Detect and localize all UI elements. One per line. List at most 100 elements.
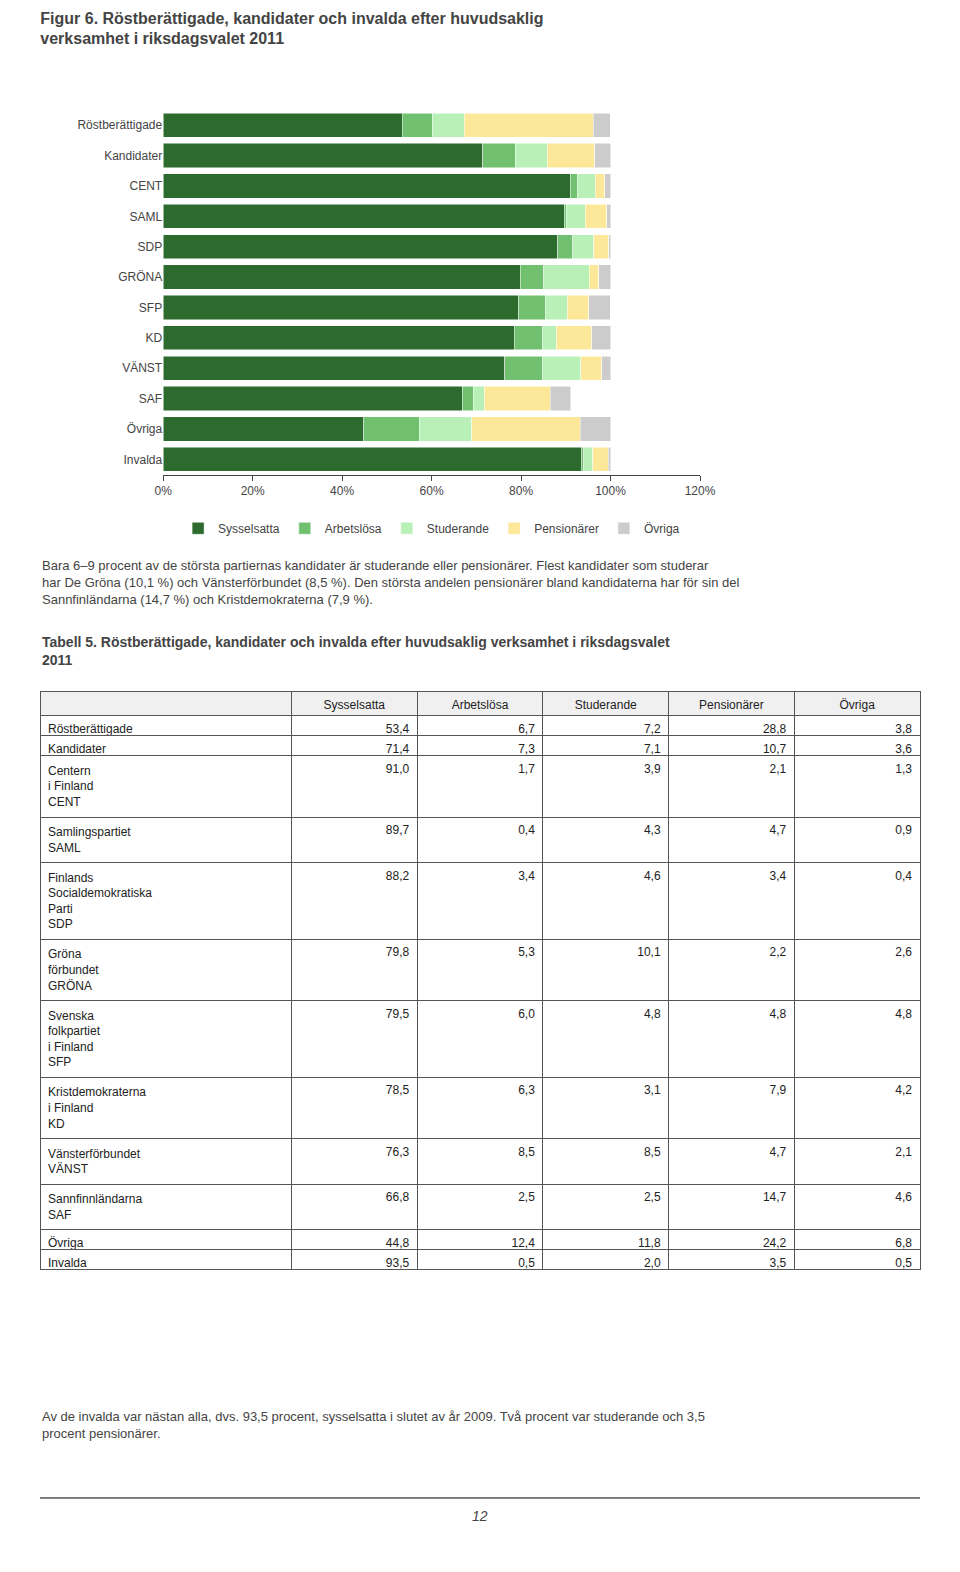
svg-text:2,1: 2,1 [895, 1145, 912, 1159]
svg-text:GRÖNA: GRÖNA [118, 270, 162, 284]
svg-text:Kristdemokraternai FinlandKD: Kristdemokraternai FinlandKD [48, 1085, 146, 1130]
svg-text:80%: 80% [509, 484, 533, 498]
svg-text:Arbetslösa: Arbetslösa [325, 522, 382, 536]
svg-text:Sysselsatta: Sysselsatta [324, 698, 386, 712]
svg-text:KD: KD [146, 331, 163, 345]
svg-text:10,7: 10,7 [763, 742, 787, 756]
svg-text:66,8: 66,8 [386, 1190, 410, 1204]
svg-text:GrönaförbundetGRÖNA: GrönaförbundetGRÖNA [48, 947, 99, 992]
svg-text:53,4: 53,4 [386, 722, 410, 736]
svg-text:89,7: 89,7 [386, 823, 410, 837]
svg-text:4,8: 4,8 [895, 1007, 912, 1021]
svg-text:Invalda: Invalda [48, 1256, 87, 1270]
svg-text:44,8: 44,8 [386, 1236, 410, 1250]
svg-text:Figur 6. Röstberättigade, kand: Figur 6. Röstberättigade, kandidater och… [40, 10, 543, 48]
svg-text:60%: 60% [420, 484, 444, 498]
svg-text:6,8: 6,8 [895, 1236, 912, 1250]
svg-text:71,4: 71,4 [386, 742, 410, 756]
svg-text:91,0: 91,0 [386, 762, 410, 776]
svg-text:4,8: 4,8 [644, 1007, 661, 1021]
svg-text:0,9: 0,9 [895, 823, 912, 837]
svg-text:4,2: 4,2 [895, 1083, 912, 1097]
svg-text:4,7: 4,7 [770, 823, 787, 837]
svg-text:3,9: 3,9 [644, 762, 661, 776]
svg-text:0,5: 0,5 [518, 1256, 535, 1270]
svg-text:0,4: 0,4 [895, 869, 912, 883]
svg-text:Invalda: Invalda [123, 453, 162, 467]
svg-text:CENT: CENT [130, 179, 163, 193]
svg-text:Övriga: Övriga [839, 698, 875, 712]
svg-text:Övriga: Övriga [48, 1236, 84, 1250]
svg-text:93,5: 93,5 [386, 1256, 410, 1270]
svg-text:Kandidater: Kandidater [48, 742, 106, 756]
svg-text:4,8: 4,8 [770, 1007, 787, 1021]
svg-text:7,3: 7,3 [518, 742, 535, 756]
svg-text:0,4: 0,4 [518, 823, 535, 837]
svg-text:1,7: 1,7 [518, 762, 535, 776]
svg-text:79,8: 79,8 [386, 945, 410, 959]
svg-text:2,0: 2,0 [644, 1256, 661, 1270]
svg-text:6,0: 6,0 [518, 1007, 535, 1021]
svg-text:SamlingspartietSAML: SamlingspartietSAML [48, 825, 131, 855]
svg-text:28,8: 28,8 [763, 722, 787, 736]
svg-text:8,5: 8,5 [518, 1145, 535, 1159]
svg-text:5,3: 5,3 [518, 945, 535, 959]
svg-text:SAML: SAML [130, 210, 163, 224]
svg-text:Centerni FinlandCENT: Centerni FinlandCENT [48, 764, 93, 809]
svg-text:SFP: SFP [139, 301, 162, 315]
svg-text:11,8: 11,8 [638, 1236, 661, 1250]
svg-text:2,5: 2,5 [518, 1190, 535, 1204]
svg-text:24,2: 24,2 [763, 1236, 787, 1250]
svg-text:3,4: 3,4 [770, 869, 787, 883]
svg-text:Tabell 5. Röstberättigade, kan: Tabell 5. Röstberättigade, kandidater oc… [42, 634, 670, 668]
svg-text:12,4: 12,4 [511, 1236, 535, 1250]
svg-text:3,5: 3,5 [770, 1256, 787, 1270]
svg-text:120%: 120% [685, 484, 716, 498]
svg-text:78,5: 78,5 [386, 1083, 410, 1097]
svg-text:3,6: 3,6 [895, 742, 912, 756]
svg-text:6,3: 6,3 [518, 1083, 535, 1097]
svg-text:Röstberättigade: Röstberättigade [77, 118, 162, 132]
svg-text:VÄNST: VÄNST [122, 361, 163, 375]
svg-text:Röstberättigade: Röstberättigade [48, 722, 133, 736]
svg-text:3,8: 3,8 [895, 722, 912, 736]
svg-text:12: 12 [472, 1508, 488, 1524]
svg-text:3,4: 3,4 [518, 869, 535, 883]
svg-text:7,9: 7,9 [770, 1083, 787, 1097]
svg-text:SannfinnländarnaSAF: SannfinnländarnaSAF [48, 1192, 142, 1222]
svg-text:6,7: 6,7 [518, 722, 535, 736]
svg-text:4,3: 4,3 [644, 823, 661, 837]
svg-text:2,6: 2,6 [895, 945, 912, 959]
svg-text:Studerande: Studerande [575, 698, 637, 712]
svg-text:Svenskafolkpartieti FinlandSFP: Svenskafolkpartieti FinlandSFP [48, 1009, 101, 1070]
svg-text:7,1: 7,1 [644, 742, 661, 756]
svg-text:40%: 40% [330, 484, 354, 498]
svg-text:VänsterförbundetVÄNST: VänsterförbundetVÄNST [48, 1147, 141, 1177]
svg-text:100%: 100% [595, 484, 626, 498]
svg-text:0%: 0% [155, 484, 173, 498]
svg-text:20%: 20% [241, 484, 265, 498]
svg-text:SDP: SDP [138, 240, 163, 254]
svg-text:8,5: 8,5 [644, 1145, 661, 1159]
svg-text:2,5: 2,5 [644, 1190, 661, 1204]
svg-text:SAF: SAF [139, 392, 162, 406]
svg-text:Kandidater: Kandidater [104, 149, 162, 163]
svg-text:Bara 6–9 procent av de största: Bara 6–9 procent av de största partierna… [42, 558, 739, 607]
svg-text:1,3: 1,3 [895, 762, 912, 776]
svg-text:Pensionärer: Pensionärer [699, 698, 764, 712]
svg-text:4,7: 4,7 [770, 1145, 787, 1159]
svg-text:Arbetslösa: Arbetslösa [452, 698, 509, 712]
svg-text:7,2: 7,2 [644, 722, 661, 736]
svg-text:2,1: 2,1 [770, 762, 787, 776]
svg-text:10,1: 10,1 [637, 945, 661, 959]
svg-text:2,2: 2,2 [770, 945, 787, 959]
svg-text:14,7: 14,7 [763, 1190, 787, 1204]
svg-text:Av de invalda var nästan alla,: Av de invalda var nästan alla, dvs. 93,5… [42, 1409, 705, 1441]
svg-text:Övriga: Övriga [127, 422, 163, 436]
svg-text:4,6: 4,6 [895, 1190, 912, 1204]
svg-text:FinlandsSocialdemokratiskaPart: FinlandsSocialdemokratiskaPartiSDP [48, 871, 152, 932]
svg-text:Studerande: Studerande [427, 522, 489, 536]
svg-text:Övriga: Övriga [644, 522, 680, 536]
svg-text:Sysselsatta: Sysselsatta [218, 522, 280, 536]
svg-text:0,5: 0,5 [895, 1256, 912, 1270]
